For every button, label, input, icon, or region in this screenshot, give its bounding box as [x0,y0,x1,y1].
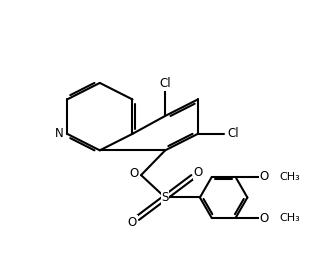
Text: O: O [193,166,203,179]
Text: O: O [128,216,137,229]
Text: CH₃: CH₃ [279,213,300,223]
Text: O: O [260,170,269,183]
Text: Cl: Cl [159,78,171,90]
Text: Cl: Cl [228,127,239,140]
Text: S: S [162,191,169,204]
Text: N: N [55,127,64,140]
Text: O: O [130,167,139,180]
Text: O: O [260,212,269,225]
Text: CH₃: CH₃ [279,172,300,182]
